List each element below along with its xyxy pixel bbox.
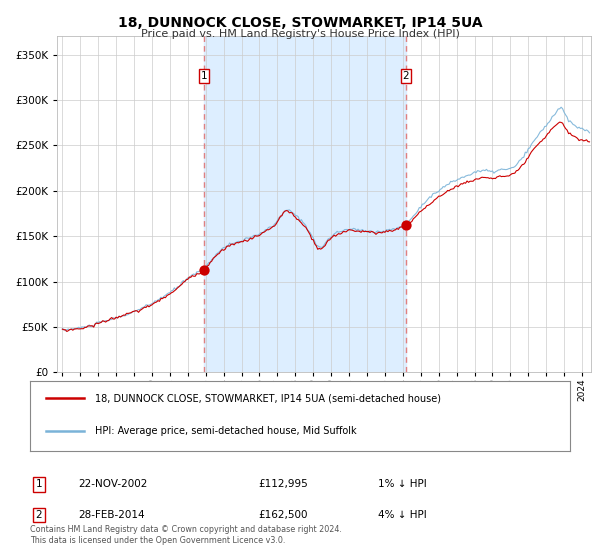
- Text: £112,995: £112,995: [258, 479, 308, 489]
- Text: 2: 2: [403, 71, 409, 81]
- Text: 18, DUNNOCK CLOSE, STOWMARKET, IP14 5UA: 18, DUNNOCK CLOSE, STOWMARKET, IP14 5UA: [118, 16, 482, 30]
- Text: Contains HM Land Registry data © Crown copyright and database right 2024.
This d: Contains HM Land Registry data © Crown c…: [30, 525, 342, 545]
- Bar: [204, 36, 406, 372]
- Text: 1% ↓ HPI: 1% ↓ HPI: [378, 479, 427, 489]
- Point: [401, 220, 410, 229]
- Text: 1: 1: [200, 71, 207, 81]
- Text: Price paid vs. HM Land Registry's House Price Index (HPI): Price paid vs. HM Land Registry's House …: [140, 29, 460, 39]
- Text: 1: 1: [35, 479, 43, 489]
- Text: HPI: Average price, semi-detached house, Mid Suffolk: HPI: Average price, semi-detached house,…: [95, 426, 356, 436]
- Text: 2: 2: [35, 510, 43, 520]
- Text: 4% ↓ HPI: 4% ↓ HPI: [378, 510, 427, 520]
- Text: 28-FEB-2014: 28-FEB-2014: [78, 510, 145, 520]
- Text: 22-NOV-2002: 22-NOV-2002: [78, 479, 148, 489]
- Text: 18, DUNNOCK CLOSE, STOWMARKET, IP14 5UA (semi-detached house): 18, DUNNOCK CLOSE, STOWMARKET, IP14 5UA …: [95, 393, 441, 403]
- Point: [199, 265, 209, 274]
- Text: £162,500: £162,500: [258, 510, 308, 520]
